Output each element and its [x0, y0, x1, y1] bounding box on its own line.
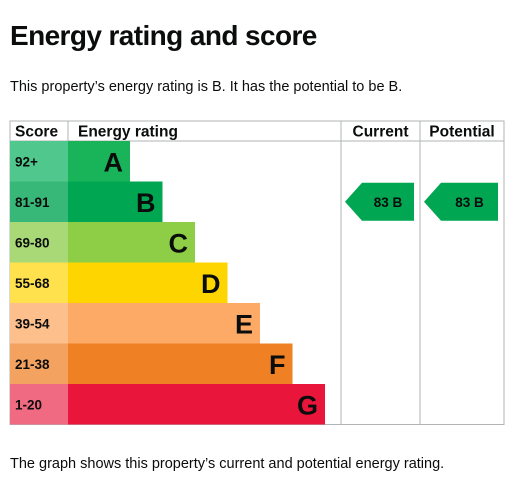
score-range-label: 81-91	[15, 195, 50, 210]
score-range-cell	[10, 141, 68, 182]
score-range-label: 21-38	[15, 357, 50, 372]
rating-letter-e: E	[235, 309, 253, 339]
rating-summary: This property’s energy rating is B. It h…	[10, 79, 403, 95]
rating-letter-a: A	[104, 147, 124, 177]
rating-letter-c: C	[169, 228, 189, 258]
rating-bar-d	[68, 262, 228, 303]
rating-letter-f: F	[269, 350, 286, 380]
score-range-cell	[10, 343, 68, 384]
header-current: Current	[353, 124, 409, 141]
potential-rating-label: 83 B	[455, 195, 484, 210]
header-energy-rating: Energy rating	[78, 124, 178, 141]
current-rating-label: 83 B	[374, 195, 403, 210]
page-title: Energy rating and score	[10, 20, 317, 51]
rating-letter-b: B	[136, 188, 156, 218]
score-range-cell	[10, 222, 68, 263]
rating-bar-f	[68, 343, 293, 384]
current-rating-arrow	[345, 182, 414, 221]
rating-bar-b	[68, 181, 163, 222]
rating-bar-c	[68, 222, 195, 263]
header-potential: Potential	[429, 124, 494, 141]
header-score: Score	[15, 124, 58, 141]
score-range-label: 1-20	[15, 397, 42, 412]
score-range-label: 69-80	[15, 235, 50, 250]
score-range-cell	[10, 181, 68, 222]
score-range-cell	[10, 262, 68, 303]
rating-letter-d: D	[201, 269, 221, 299]
rating-letter-g: G	[297, 390, 318, 420]
potential-rating-arrow	[424, 182, 498, 221]
score-range-label: 39-54	[15, 316, 50, 331]
score-range-cell	[10, 303, 68, 344]
score-range-cell	[10, 384, 68, 425]
rating-bar-a	[68, 141, 130, 182]
chart-caption: The graph shows this property’s current …	[10, 456, 445, 472]
score-range-label: 92+	[15, 154, 38, 169]
score-range-label: 55-68	[15, 276, 50, 291]
rating-bar-e	[68, 303, 260, 344]
rating-bar-g	[68, 384, 325, 425]
